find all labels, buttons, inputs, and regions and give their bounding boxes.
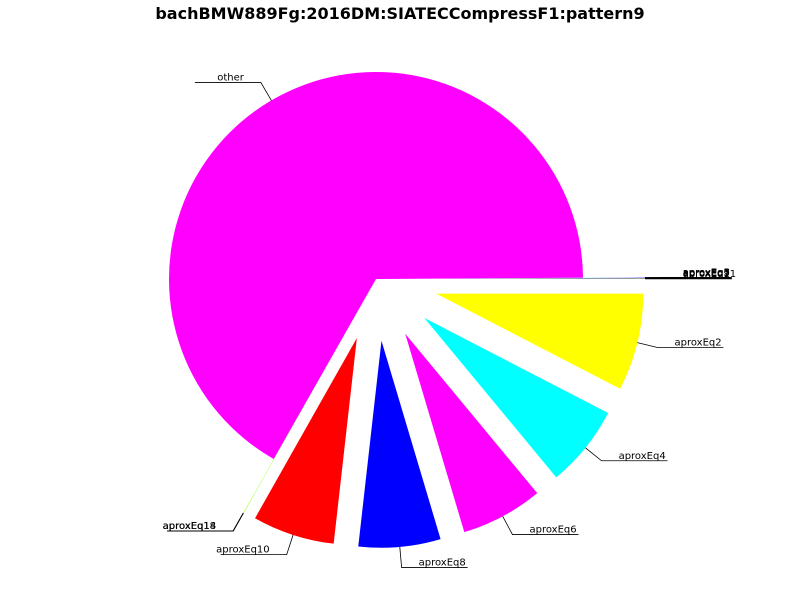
leader-line-aproxeq6 [502, 516, 579, 535]
slice-label-aproxeq18: aproxEq18 [162, 521, 216, 532]
leader-line-aproxeq8 [399, 546, 468, 568]
slice-label-aproxeq8: aproxEq8 [419, 558, 466, 569]
pie-slice-aproxeq4 [424, 317, 609, 478]
leader-line-aproxeq18 [166, 512, 244, 532]
slice-label-aproxeq4: aproxEq4 [619, 451, 666, 462]
leader-line-aproxeq2 [637, 342, 724, 348]
slice-label-aproxeq5: aproxEq5 [683, 268, 730, 279]
pie-slice-aproxeq14 [243, 332, 346, 514]
pie-slice-aproxeq8 [358, 340, 441, 548]
pie-slice-aproxeq5 [437, 277, 645, 279]
slice-label-other: other [217, 73, 245, 84]
pie-slice-aproxeq7 [437, 278, 645, 279]
slice-label-aproxeq9: aproxEq9 [683, 268, 730, 279]
slice-label-aproxeq11: aproxEq11 [683, 269, 737, 280]
pie-slice-aproxeq3 [437, 277, 645, 279]
pie-slice-other [168, 71, 583, 459]
slice-label-aproxeq3: aproxEq3 [683, 267, 730, 278]
leader-line-aproxeq10 [220, 534, 294, 555]
leader-line-other [194, 82, 272, 101]
pie-slice-aproxeq10 [255, 337, 357, 544]
slice-label-aproxeq7: aproxEq7 [683, 268, 730, 279]
pie-slice-aproxeq9 [437, 278, 645, 279]
slice-label-aproxeq6: aproxEq6 [529, 525, 576, 536]
slice-label-aproxeq14: aproxEq14 [163, 521, 217, 532]
slice-label-aproxeq2: aproxEq2 [674, 337, 721, 348]
pie-slice-aproxeq6 [405, 333, 538, 533]
slice-label-aproxeq10: aproxEq10 [216, 545, 270, 556]
leader-line-aproxeq4 [585, 447, 668, 462]
pie-slice-aproxeq2 [436, 293, 644, 389]
pie-slice-aproxeq18 [243, 332, 346, 514]
chart-title: bachBMW889Fg:2016DM:SIATECCompressF1:pat… [155, 4, 645, 23]
